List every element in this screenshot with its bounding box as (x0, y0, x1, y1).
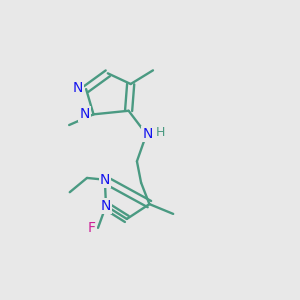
Text: N: N (80, 107, 90, 121)
Text: N: N (100, 173, 110, 187)
Text: N: N (101, 199, 111, 213)
Text: F: F (87, 221, 95, 235)
Text: N: N (73, 82, 83, 95)
Text: H: H (156, 126, 165, 139)
Text: N: N (142, 127, 152, 141)
